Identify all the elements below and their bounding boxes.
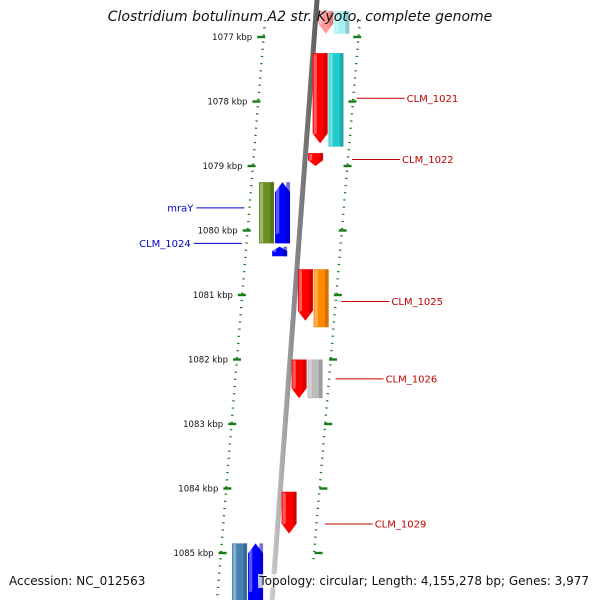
gene-label[interactable]: CLM_1022 xyxy=(402,155,454,166)
scale-tick-label: 1083 kbp xyxy=(183,420,223,430)
gene-shadow xyxy=(318,359,323,399)
gene-highlight xyxy=(308,360,312,398)
gene-highlight xyxy=(292,360,296,390)
gene-highlight xyxy=(260,183,264,243)
gene-shadow xyxy=(329,11,334,27)
gene-shadow xyxy=(309,269,313,314)
gene-shadow xyxy=(270,182,275,244)
gene-label[interactable]: mraY xyxy=(167,203,194,214)
gene-shadow xyxy=(286,182,291,244)
gene-highlight xyxy=(276,183,280,235)
gene-shadow xyxy=(319,153,324,162)
scale-tick-label: 1079 kbp xyxy=(202,162,242,172)
gene-highlight xyxy=(273,247,277,253)
gene-shadow xyxy=(283,246,288,257)
gene-highlight xyxy=(309,154,313,161)
gene-highlight xyxy=(298,270,303,312)
gene-feature xyxy=(313,269,329,328)
scale-tick-label: 1081 kbp xyxy=(193,291,233,301)
scale-tick-label: 1078 kbp xyxy=(207,98,247,108)
gene-feature xyxy=(259,182,275,244)
gene-feature xyxy=(312,53,328,144)
gene-highlight xyxy=(329,54,333,146)
gene-shadow xyxy=(345,11,350,34)
genome-summary-label: Topology: circular; Length: 4,155,278 bp… xyxy=(258,574,590,588)
gene-feature xyxy=(248,543,264,600)
map-title: Clostridium botulinum A2 str. Kyoto, com… xyxy=(107,9,493,25)
gene-label[interactable]: CLM_1024 xyxy=(139,239,191,250)
gene-feature xyxy=(291,359,307,399)
gene-shadow xyxy=(243,543,248,600)
gene-feature xyxy=(334,11,350,34)
gene-highlight xyxy=(282,492,286,525)
gene-label[interactable]: CLM_1029 xyxy=(375,519,427,530)
gene-highlight xyxy=(249,544,253,593)
gene-feature xyxy=(275,182,291,244)
gene-feature xyxy=(297,269,313,321)
gene-shadow xyxy=(324,269,329,328)
scale-tick-label: 1082 kbp xyxy=(188,356,228,366)
gene-feature xyxy=(281,491,297,534)
accession-label: Accession: NC_012563 xyxy=(9,574,146,588)
gene-highlight xyxy=(319,12,323,25)
gene-feature xyxy=(328,53,344,147)
gene-feature xyxy=(272,246,288,257)
gene-label[interactable]: CLM_1021 xyxy=(407,94,459,105)
scale-tick-label: 1085 kbp xyxy=(173,549,213,559)
gene-highlight xyxy=(335,12,339,33)
scale-tick-label: 1084 kbp xyxy=(178,485,218,495)
genome-backbone xyxy=(269,0,320,600)
gene-shadow xyxy=(259,543,264,600)
gene-feature xyxy=(307,359,323,399)
gene-highlight xyxy=(233,544,237,600)
gene-shadow xyxy=(323,53,328,137)
gene-feature xyxy=(308,153,324,166)
gene-highlight xyxy=(314,270,318,327)
gene-shadow xyxy=(302,359,307,392)
gene-highlight xyxy=(313,54,317,135)
gene-label[interactable]: CLM_1025 xyxy=(391,297,443,308)
gene-shadow xyxy=(292,491,297,527)
scale-tick-label: 1077 kbp xyxy=(212,33,252,43)
gene-shadow xyxy=(339,53,344,147)
scale-tick-label: 1080 kbp xyxy=(198,227,238,237)
gene-feature xyxy=(232,543,248,600)
gene-feature xyxy=(318,11,334,34)
gene-label[interactable]: CLM_1026 xyxy=(386,374,438,385)
